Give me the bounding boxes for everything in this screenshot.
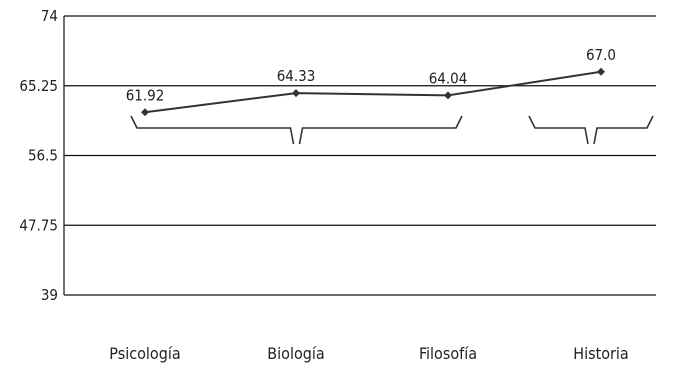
x-category-label: Historia	[573, 344, 629, 363]
x-category-label: Filosofía	[419, 344, 477, 363]
data-point-marker	[444, 91, 452, 100]
x-category-label: Biología	[267, 344, 324, 363]
data-label: 67.0	[586, 46, 616, 64]
data-label: 61.92	[126, 86, 165, 104]
y-tick-label: 47.75	[19, 216, 58, 234]
y-tick-label: 74	[41, 7, 58, 25]
data-label: 64.04	[429, 69, 468, 87]
y-tick-label: 65.25	[19, 77, 58, 95]
group-bracket	[528, 115, 654, 145]
y-tick-label: 39	[41, 286, 58, 304]
x-category-label: Psicología	[109, 344, 180, 363]
y-tick-label: 56.5	[28, 147, 58, 165]
data-point-marker	[141, 108, 149, 117]
series-line	[144, 70, 602, 114]
data-label: 64.33	[277, 67, 316, 85]
data-point-marker	[292, 89, 300, 98]
data-point-marker	[597, 67, 605, 76]
group-bracket	[130, 115, 463, 145]
